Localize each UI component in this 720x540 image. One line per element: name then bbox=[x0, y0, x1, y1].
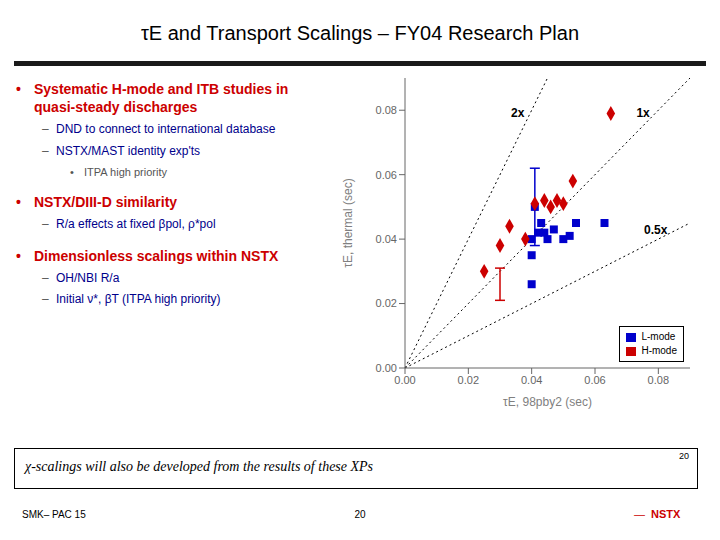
html-text:H-mode: H-mode bbox=[641, 345, 677, 356]
svg-text:0.00: 0.00 bbox=[394, 374, 415, 386]
svg-text:0.04: 0.04 bbox=[521, 374, 542, 386]
svg-text:0.06: 0.06 bbox=[584, 374, 605, 386]
svg-text:0.00: 0.00 bbox=[376, 362, 397, 374]
html-text:Initial ν*, βT (ITPA high prio: Initial ν*, βT (ITPA high priority) bbox=[56, 292, 221, 307]
html-text:NSTX: NSTX bbox=[651, 508, 681, 520]
html-text:DND to connect to internationa: DND to connect to international database bbox=[56, 122, 276, 137]
svg-text:1x: 1x bbox=[636, 106, 650, 120]
html-text:Systematic H-mode and ITB stud: Systematic H-mode and ITB studies in qua… bbox=[34, 81, 289, 116]
svg-text:0.04: 0.04 bbox=[376, 233, 397, 245]
svg-text:0.08: 0.08 bbox=[648, 374, 669, 386]
html-text:NSTX/DIII-D similarity: NSTX/DIII-D similarity bbox=[34, 193, 178, 210]
svg-text:2x: 2x bbox=[511, 106, 525, 120]
html-text:Dimensionless scalings within: Dimensionless scalings within NSTX bbox=[34, 247, 279, 264]
svg-text:0.02: 0.02 bbox=[376, 297, 397, 309]
svg-text:τE, thermal (sec): τE, thermal (sec) bbox=[341, 178, 355, 267]
html-text:SMK– PAC 15: SMK– PAC 15 bbox=[22, 509, 86, 520]
html-text:NSTX/MAST identity exp'ts: NSTX/MAST identity exp'ts bbox=[56, 144, 201, 158]
html-text:20: 20 bbox=[679, 451, 689, 461]
html-text:L-mode: L-mode bbox=[641, 331, 676, 342]
html-text:R/a effects at fixed βpol, ρ*p: R/a effects at fixed βpol, ρ*pol bbox=[56, 217, 216, 231]
svg-text:0.5x: 0.5x bbox=[644, 223, 668, 237]
svg-text:0.02: 0.02 bbox=[458, 374, 479, 386]
html-text:ITPA high priority: ITPA high priority bbox=[84, 165, 167, 178]
svg-text:0.06: 0.06 bbox=[376, 169, 397, 181]
svg-text:τE, 98pby2 (sec): τE, 98pby2 (sec) bbox=[503, 395, 592, 409]
html-text:τE and Transport Scalings – FY: τE and Transport Scalings – FY04 Researc… bbox=[140, 22, 580, 44]
svg-text:0.08: 0.08 bbox=[376, 104, 397, 116]
html-text:20: 20 bbox=[354, 509, 366, 520]
html-text:χ-scalings will also be develo: χ-scalings will also be developed from t… bbox=[25, 459, 374, 474]
html-text:OH/NBI R/a: OH/NBI R/a bbox=[56, 270, 120, 285]
